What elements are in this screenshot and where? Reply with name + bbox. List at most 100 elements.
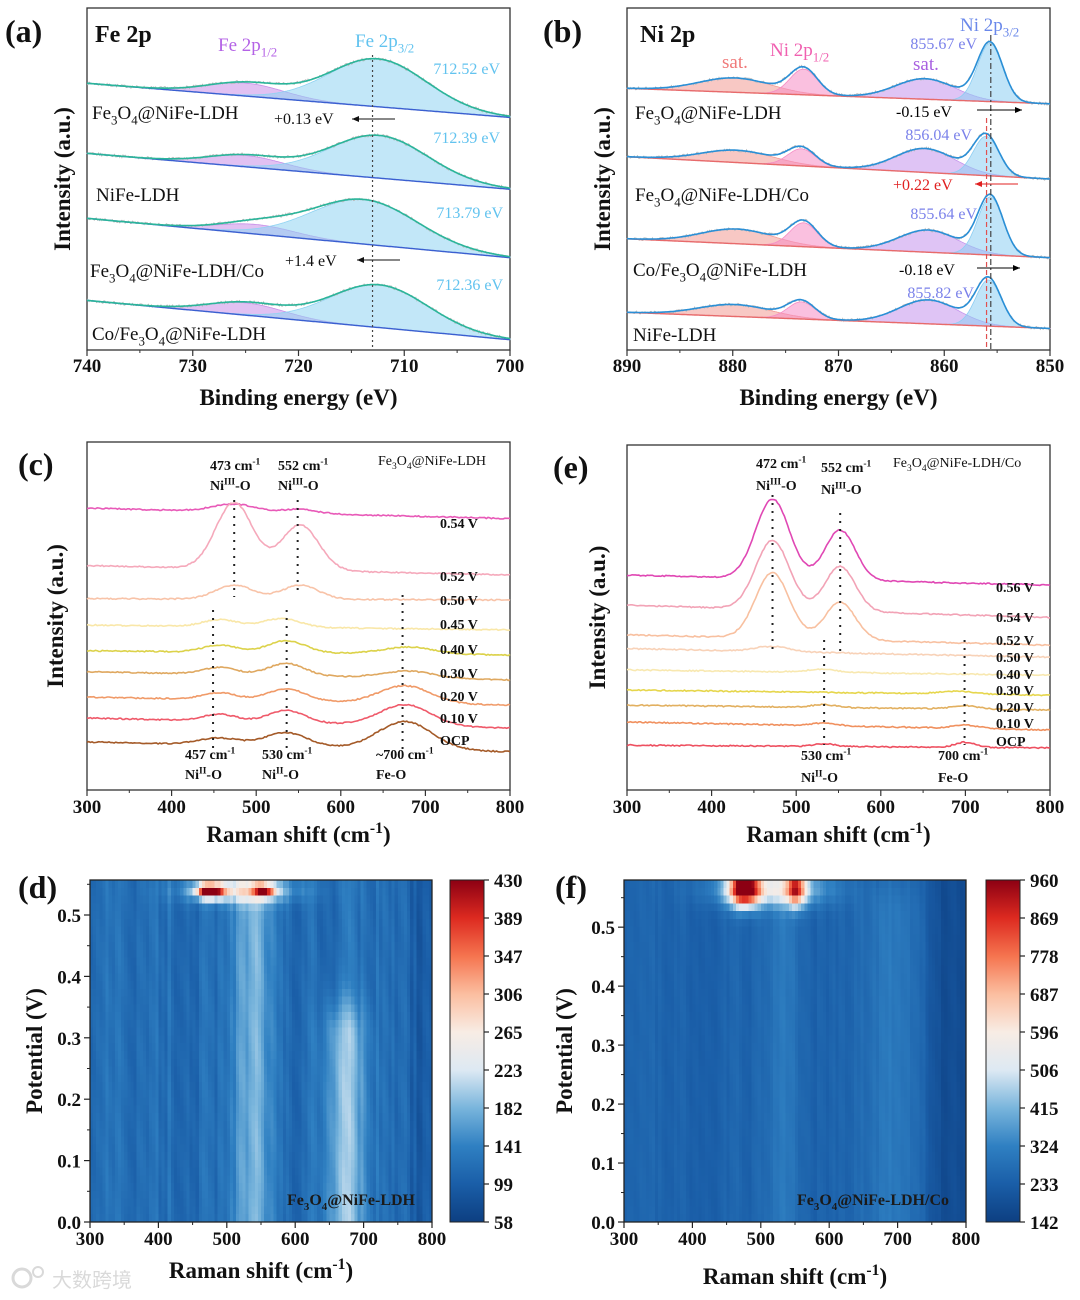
heatmap-cell	[391, 1027, 396, 1037]
heatmap-cell	[117, 1214, 122, 1223]
heatmap-cell	[270, 1043, 275, 1052]
potential-label: 0.54 V	[440, 517, 478, 532]
heatmap-cell	[344, 1027, 349, 1037]
heatmap-cell	[419, 1004, 424, 1013]
heatmap-cell	[254, 1128, 259, 1138]
heatmap-cell	[111, 957, 116, 967]
heatmap-cell	[264, 1019, 268, 1029]
heatmap-cell	[329, 1019, 334, 1029]
heatmap-cell	[267, 1206, 271, 1215]
heatmap-cell	[170, 1198, 175, 1208]
heatmap-cell	[360, 895, 365, 904]
heatmap-cell	[229, 1183, 234, 1192]
heatmap-cell	[211, 911, 215, 920]
heatmap-cell	[307, 957, 312, 967]
heatmap-cell	[236, 1105, 240, 1114]
heatmap-cell	[307, 1136, 312, 1145]
heatmap-cell	[282, 957, 287, 967]
heatmap-cell	[211, 1035, 215, 1044]
heatmap-cell	[320, 887, 324, 897]
heatmap-cell	[251, 903, 256, 912]
heatmap-cell	[382, 1167, 386, 1176]
heatmap-cell	[338, 965, 343, 974]
heatmap-cell	[419, 926, 424, 936]
heatmap-cell	[142, 880, 147, 889]
heatmap-cell	[102, 1074, 107, 1083]
heatmap-cell	[161, 1144, 166, 1153]
heatmap-cell	[301, 1097, 306, 1107]
heatmap-cell	[292, 1120, 296, 1130]
heatmap-cell	[288, 949, 293, 959]
heatmap-cell	[323, 934, 327, 943]
arrow-head-icon	[352, 116, 359, 122]
heatmap-cell	[211, 1128, 215, 1138]
heatmap-cell	[114, 1183, 119, 1192]
heatmap-cell	[382, 934, 386, 943]
heatmap-cell	[344, 895, 349, 904]
heatmap-cell	[320, 1027, 324, 1037]
heatmap-cell	[142, 1152, 147, 1161]
heatmap-cell	[354, 1206, 358, 1215]
heatmap-cell	[422, 1058, 427, 1068]
heatmap-cell	[357, 911, 362, 920]
heatmap-cell	[369, 965, 374, 974]
heatmap-cell	[217, 1051, 222, 1060]
heatmap-cell	[282, 1082, 287, 1091]
heatmap-cell	[136, 973, 141, 982]
heatmap-cell	[245, 1144, 250, 1153]
heatmap-cell	[335, 1082, 340, 1091]
heatmap-cell	[292, 934, 296, 943]
heatmap-cell	[351, 1175, 355, 1184]
heatmap-cell	[357, 1167, 362, 1176]
heatmap-cell	[348, 1120, 352, 1130]
heatmap-cell	[397, 1175, 402, 1184]
heatmap-cell	[186, 1004, 191, 1013]
heatmap-cell	[105, 1066, 110, 1075]
heatmap-cell	[295, 1012, 299, 1021]
heatmap-cell	[413, 1159, 418, 1169]
heatmap-cell	[229, 957, 234, 967]
heatmap-cell	[313, 926, 318, 936]
heatmap-cell	[301, 1089, 306, 1099]
heatmap-cell	[211, 1058, 215, 1068]
heatmap-cell	[348, 1167, 352, 1176]
heatmap-cell	[391, 1183, 396, 1192]
heatmap-cell	[323, 965, 327, 974]
heatmap-cell	[261, 895, 265, 904]
heatmap-cell	[254, 887, 259, 897]
heatmap-cell	[142, 1175, 147, 1184]
heatmap-cell	[382, 1058, 386, 1068]
heatmap-cell	[288, 1144, 293, 1153]
heatmap-cell	[425, 957, 430, 967]
heatmap-cell	[270, 887, 275, 897]
heatmap-cell	[267, 965, 271, 974]
heatmap-cell	[145, 1214, 150, 1223]
heatmap-cell	[167, 934, 172, 943]
heatmap-cell	[382, 1097, 386, 1107]
heatmap-cell	[189, 1183, 194, 1192]
heatmap-cell	[382, 1144, 386, 1153]
heatmap-cell	[142, 1136, 147, 1145]
heatmap-cell	[376, 1027, 380, 1037]
heatmap-cell	[357, 1183, 362, 1192]
heatmap-cell	[357, 1206, 362, 1215]
heatmap-cell	[354, 1152, 358, 1161]
heatmap-cell	[108, 1082, 113, 1091]
heatmap-cell	[142, 1183, 147, 1192]
heatmap-cell	[385, 1175, 390, 1184]
heatmap-cell	[155, 1097, 159, 1107]
heatmap-cell	[422, 1167, 427, 1176]
heatmap-cell	[152, 895, 156, 904]
heatmap-cell	[161, 973, 166, 982]
heatmap-cell	[239, 1066, 243, 1075]
heatmap-cell	[354, 1105, 358, 1114]
heatmap-cell	[344, 1105, 349, 1114]
heatmap-cell	[127, 1175, 132, 1184]
heatmap-cell	[214, 1105, 219, 1114]
heatmap-cell	[316, 1051, 321, 1060]
heatmap-cell	[226, 1082, 231, 1091]
heatmap-cell	[332, 965, 337, 974]
heatmap-cell	[139, 1035, 144, 1044]
heatmap-cell	[267, 887, 271, 897]
heatmap-cell	[223, 1004, 228, 1013]
